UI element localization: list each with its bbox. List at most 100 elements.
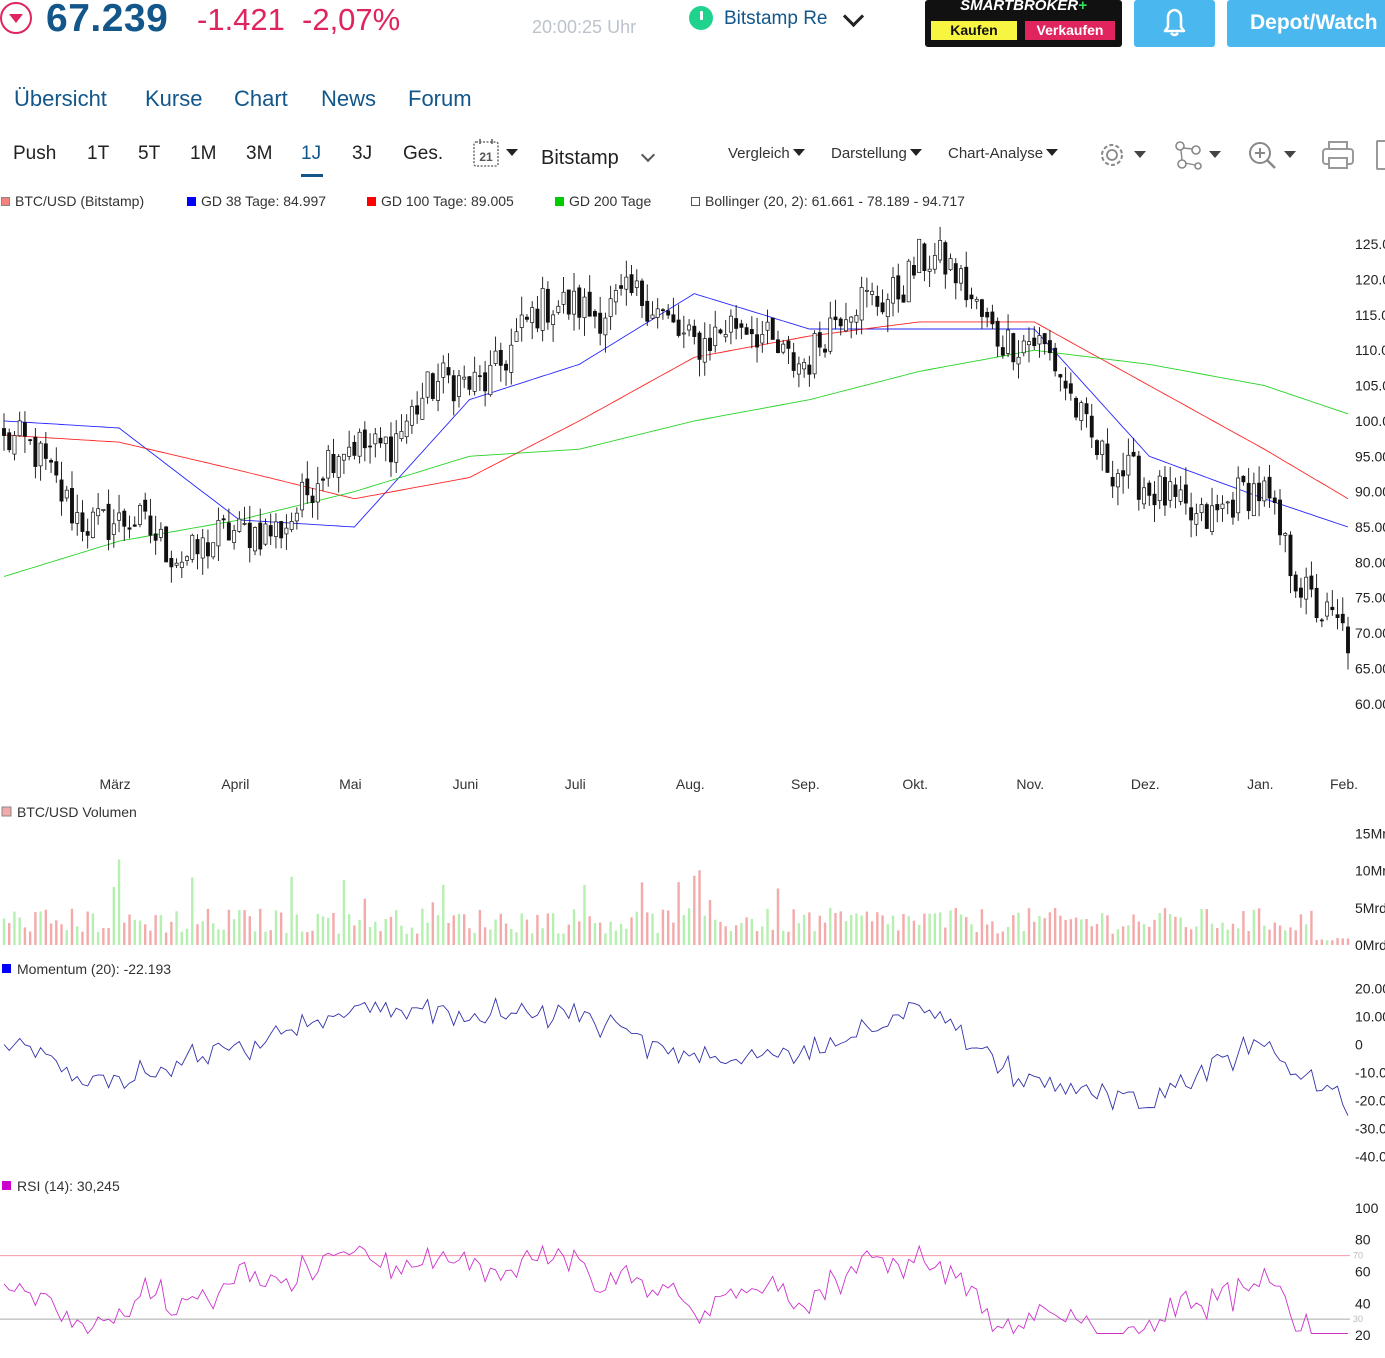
candle-body <box>1189 507 1194 521</box>
candle-body <box>624 276 629 290</box>
candle-body <box>540 288 545 331</box>
candle-body <box>368 445 373 448</box>
volume-bar <box>1142 924 1146 945</box>
exchange-select[interactable]: Bitstamp <box>541 147 619 169</box>
month-label: Nov. <box>1016 776 1044 792</box>
indicators-button[interactable] <box>1170 138 1230 172</box>
candle-body <box>237 518 242 532</box>
candle-body <box>477 375 482 377</box>
volume-bar <box>327 917 330 945</box>
range-1m[interactable]: 1M <box>190 143 217 164</box>
candle-body <box>263 523 268 545</box>
candle-body <box>650 314 655 319</box>
volume-bar <box>337 933 340 945</box>
volume-bar <box>253 931 257 945</box>
export-icon[interactable] <box>1376 140 1385 170</box>
range-1t[interactable]: 1T <box>87 143 110 164</box>
candle-body <box>718 329 723 334</box>
volume-bar <box>865 911 869 945</box>
zoom-button[interactable] <box>1245 138 1305 172</box>
sell-button[interactable]: Verkaufen <box>1025 21 1115 40</box>
date-picker-button[interactable]: 21 <box>472 138 522 168</box>
candle-body <box>488 364 493 396</box>
volume-panel <box>2 859 1350 945</box>
range-1j[interactable]: 1J <box>301 143 322 164</box>
range-all[interactable]: Ges. <box>403 143 444 164</box>
candle-body <box>603 317 608 336</box>
rsi-line <box>3 1244 1348 1335</box>
volume-bar <box>76 926 79 945</box>
depot-watchlist-button[interactable]: Depot/Watch <box>1227 0 1385 47</box>
candle-body <box>1267 476 1272 499</box>
volume-bar <box>311 930 314 945</box>
candle-body <box>383 436 388 444</box>
candle-body <box>1110 476 1115 487</box>
candle-body <box>1340 613 1345 624</box>
candle-body <box>1037 335 1042 345</box>
nav-forum[interactable]: Forum <box>408 86 472 111</box>
candle-body <box>1006 329 1011 354</box>
range-3m[interactable]: 3M <box>246 143 273 164</box>
range-push[interactable]: Push <box>13 143 57 164</box>
candle-body <box>969 294 974 300</box>
candlestick-panel <box>2 226 1350 670</box>
candle-body <box>671 314 676 323</box>
nav-news[interactable]: News <box>321 86 377 111</box>
candle-body <box>101 508 106 511</box>
volume-bar <box>1127 925 1130 945</box>
exchange-selector[interactable]: Bitstamp Re <box>724 8 828 29</box>
menu-display[interactable]: Darstellung <box>831 145 922 162</box>
menu-chart-analysis[interactable]: Chart-Analyse <box>948 145 1059 162</box>
volume-tick-label: 5Mrd <box>1355 900 1385 916</box>
candle-body <box>645 300 650 322</box>
candle-body <box>964 266 969 301</box>
volume-bar <box>389 916 393 945</box>
candle-body <box>556 305 561 313</box>
candle-body <box>959 268 963 284</box>
volume-bar <box>483 927 487 945</box>
candle-body <box>1100 440 1105 455</box>
nav-overview[interactable]: Übersicht <box>14 86 107 111</box>
buy-button[interactable]: Kaufen <box>931 21 1017 40</box>
volume-bar <box>677 882 680 945</box>
volume-bar <box>431 902 435 945</box>
range-5t[interactable]: 5T <box>138 143 161 164</box>
candle-body <box>153 533 158 541</box>
volume-bar <box>766 908 769 945</box>
volume-bar <box>117 859 121 945</box>
volume-bar <box>1200 908 1203 945</box>
volume-bar <box>2 918 6 945</box>
candle-body <box>273 521 278 537</box>
settings-button[interactable] <box>1094 138 1154 172</box>
candle-body <box>394 433 399 463</box>
candle-body <box>911 265 916 276</box>
candle-body <box>702 338 707 363</box>
volume-bar <box>1064 919 1067 945</box>
volume-bar <box>787 931 790 945</box>
candle-body <box>179 561 184 568</box>
volume-bar <box>1247 931 1250 945</box>
volume-bar <box>70 908 74 945</box>
volume-bar <box>86 911 89 945</box>
volume-bar <box>379 931 382 945</box>
menu-compare[interactable]: Vergleich <box>728 145 805 162</box>
candle-body <box>828 317 833 352</box>
alert-button[interactable] <box>1134 0 1215 47</box>
volume-bar <box>457 913 461 945</box>
volume-bar <box>13 911 16 945</box>
nav-quotes[interactable]: Kurse <box>145 86 203 111</box>
candle-body <box>1262 480 1267 502</box>
candle-body <box>441 362 446 378</box>
candle-body <box>1063 380 1068 389</box>
price-tick-label: 120.0 <box>1355 272 1385 288</box>
candle-body <box>185 556 189 561</box>
candle-body <box>514 331 519 342</box>
volume-bar <box>206 908 210 945</box>
print-button[interactable] <box>1320 138 1356 172</box>
range-3j[interactable]: 3J <box>352 143 373 164</box>
price-tick-label: 115.0 <box>1355 307 1385 323</box>
legend-gd100: GD 100 Tage: 89.005 <box>367 193 514 209</box>
volume-bar <box>170 921 173 945</box>
nav-chart[interactable]: Chart <box>234 86 288 111</box>
